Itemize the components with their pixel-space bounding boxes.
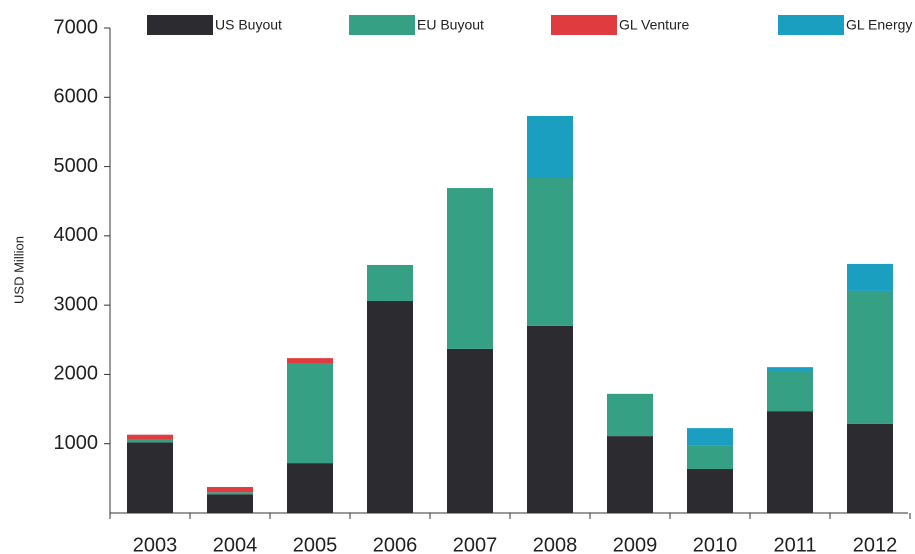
x-tick-label: 2006 [373, 534, 418, 554]
x-tick-label: 2012 [853, 534, 898, 554]
bar-segment [687, 428, 733, 446]
bar-segment [127, 439, 173, 443]
bar-segment [607, 436, 653, 513]
x-tick-label: 2011 [773, 534, 816, 554]
bar-segment [687, 445, 733, 470]
legend-label: US Buyout [215, 17, 282, 33]
bar-segment [367, 264, 413, 301]
bar-segment [607, 393, 653, 437]
bar-segment [847, 290, 893, 424]
bar-segment [527, 178, 573, 326]
bar-segment [207, 487, 253, 493]
y-axis-label: USD Million [11, 236, 26, 304]
bar-segment [447, 188, 493, 349]
y-tick-label: 3000 [54, 293, 99, 315]
bar-segment [287, 362, 333, 464]
bar-segment [207, 492, 253, 495]
y-tick-label: 6000 [54, 86, 99, 108]
legend-label: GL Venture [619, 17, 690, 33]
bar-segment [767, 411, 813, 513]
bar-segment [447, 348, 493, 513]
bar-segment [527, 115, 573, 179]
bar-segment [287, 358, 333, 363]
legend-label: GL Energy [846, 17, 912, 33]
bar-segment [767, 370, 813, 412]
x-tick-label: 2008 [533, 534, 578, 554]
bar-segment [207, 494, 253, 513]
bar-segment [847, 423, 893, 513]
bar-segment [527, 325, 573, 513]
y-tick-label: 1000 [54, 432, 99, 454]
y-tick-label: 4000 [54, 224, 99, 246]
legend-swatch [147, 15, 213, 35]
y-tick-label: 7000 [54, 16, 99, 38]
bar-segment [767, 367, 813, 371]
bar-segment [687, 469, 733, 513]
bar-segment [847, 263, 893, 291]
y-tick-label: 2000 [54, 363, 99, 385]
bar-segment [127, 434, 173, 440]
x-tick-label: 2010 [693, 534, 738, 554]
legend-label: EU Buyout [417, 17, 484, 33]
x-tick-label: 2005 [293, 534, 338, 554]
legend-swatch [778, 15, 844, 35]
x-tick-label: 2003 [133, 534, 178, 554]
bar-segment [127, 442, 173, 513]
bar-segment [287, 463, 333, 513]
legend-swatch [551, 15, 617, 35]
legend-swatch [349, 15, 415, 35]
bar-segment [367, 300, 413, 513]
x-tick-label: 2007 [453, 534, 498, 554]
x-tick-label: 2009 [613, 534, 658, 554]
y-tick-label: 5000 [54, 155, 99, 177]
x-tick-label: 2004 [213, 534, 258, 554]
